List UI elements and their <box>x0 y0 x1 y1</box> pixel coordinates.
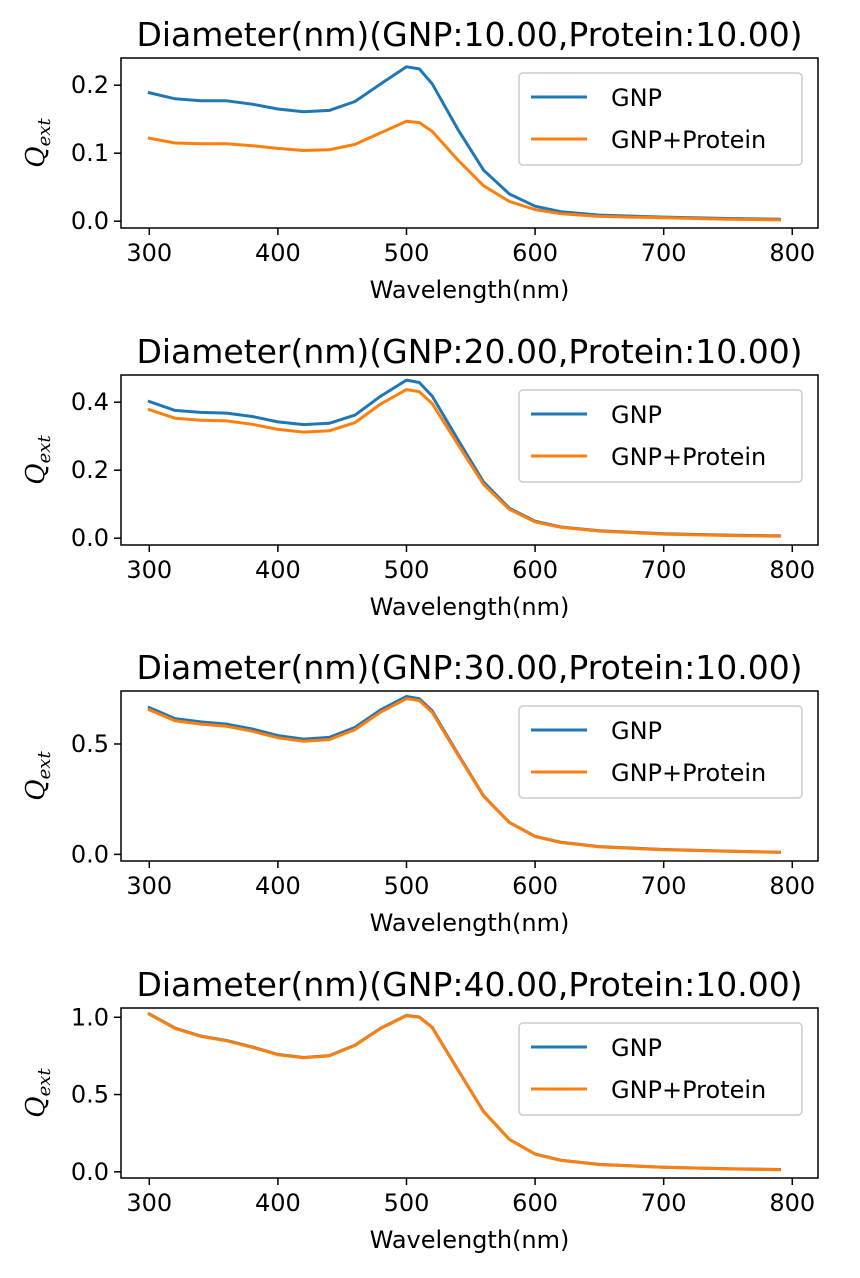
series-line-gnp <box>147 65 781 221</box>
x-tick-label: 300 <box>126 239 172 267</box>
y-axis-label-subscript: ext <box>34 1068 55 1097</box>
y-tick-label: 0.1 <box>71 139 109 167</box>
series-group <box>147 1011 781 1172</box>
y-axis-label-base: Q <box>21 1096 51 1117</box>
subplot-3: Diameter(nm)(GNP:30.00,Protein:10.00) 300… <box>21 648 819 937</box>
legend-label: GNP <box>611 401 662 429</box>
series-line-gnp-protein <box>147 119 781 222</box>
chart-title: Diameter(nm)(GNP:30.00,Protein:10.00) <box>136 648 802 687</box>
legend-box <box>518 72 803 166</box>
subplot-2: Diameter(nm)(GNP:20.00,Protein:10.00) 300… <box>21 332 819 621</box>
y-tick-label: 0.5 <box>71 1081 109 1109</box>
x-tick-label: 300 <box>126 1189 172 1217</box>
x-tick-label: 600 <box>512 872 558 900</box>
x-tick-label: 700 <box>641 1189 687 1217</box>
legend-box <box>518 1022 803 1116</box>
axes-frame <box>120 1007 819 1179</box>
legend: GNP GNP+Protein <box>518 72 803 166</box>
y-tick-label: 0.4 <box>71 388 109 416</box>
subplot-4: Diameter(nm)(GNP:40.00,Protein:10.00) 300… <box>21 965 819 1254</box>
legend: GNP GNP+Protein <box>518 389 803 483</box>
legend-label: GNP <box>611 84 662 112</box>
legend-label: GNP+Protein <box>611 126 766 154</box>
legend-box <box>518 389 803 483</box>
x-tick-label: 500 <box>384 1189 430 1217</box>
x-axis-label: Wavelength(nm) <box>370 593 570 621</box>
series-line-gnp-protein <box>147 388 781 538</box>
y-axis-label-base: Q <box>21 779 51 800</box>
x-tick-label: 500 <box>384 556 430 584</box>
y-tick-label: 0.2 <box>71 71 109 99</box>
y-tick-label: 0.5 <box>71 730 109 758</box>
y-tick-label: 0.2 <box>71 456 109 484</box>
legend: GNP GNP+Protein <box>518 1022 803 1116</box>
x-tick-label: 400 <box>255 872 301 900</box>
x-axis-label: Wavelength(nm) <box>370 1226 570 1254</box>
y-axis-label-subscript: ext <box>34 118 55 147</box>
x-tick-label: 800 <box>769 556 815 584</box>
y-axis-label: Qext <box>21 435 55 485</box>
x-tick-label: 700 <box>641 556 687 584</box>
series-line-gnp-protein <box>147 1012 781 1172</box>
x-tick-label: 700 <box>641 872 687 900</box>
x-tick-label: 400 <box>255 1189 301 1217</box>
chart-title: Diameter(nm)(GNP:40.00,Protein:10.00) <box>136 965 802 1004</box>
axes-frame <box>120 374 819 546</box>
y-tick-label: 0.0 <box>71 1158 109 1186</box>
x-tick-label: 800 <box>769 872 815 900</box>
y-axis-label-subscript: ext <box>34 435 55 464</box>
y-axis-label-base: Q <box>21 463 51 484</box>
y-axis-label-base: Q <box>21 146 51 167</box>
x-tick-label: 500 <box>384 239 430 267</box>
y-axis-label: Qext <box>21 1068 55 1118</box>
x-tick-label: 400 <box>255 239 301 267</box>
legend-label: GNP <box>611 717 662 745</box>
legend-label: GNP+Protein <box>611 759 766 787</box>
series-group <box>147 378 781 538</box>
legend-label: GNP+Protein <box>611 1076 766 1104</box>
legend-box <box>518 705 803 799</box>
y-axis-label: Qext <box>21 118 55 168</box>
x-tick-label: 300 <box>126 872 172 900</box>
y-tick-label: 1.0 <box>71 1003 109 1031</box>
chart-title: Diameter(nm)(GNP:20.00,Protein:10.00) <box>136 332 802 371</box>
y-axis-label-subscript: ext <box>34 751 55 780</box>
y-tick-label: 0.0 <box>71 207 109 235</box>
chart-title: Diameter(nm)(GNP:10.00,Protein:10.00) <box>136 15 802 54</box>
x-axis-label: Wavelength(nm) <box>370 276 570 304</box>
series-group <box>147 65 781 222</box>
legend: GNP GNP+Protein <box>518 705 803 799</box>
y-axis-label: Qext <box>21 751 55 801</box>
legend-label: GNP+Protein <box>611 443 766 471</box>
y-tick-label: 0.0 <box>71 524 109 552</box>
axes-frame <box>120 690 819 862</box>
x-tick-label: 700 <box>641 239 687 267</box>
legend-label: GNP <box>611 1034 662 1062</box>
x-tick-label: 600 <box>512 556 558 584</box>
x-tick-label: 400 <box>255 556 301 584</box>
series-group <box>147 695 781 854</box>
series-line-gnp-protein <box>147 697 781 854</box>
x-tick-label: 500 <box>384 872 430 900</box>
x-tick-label: 800 <box>769 1189 815 1217</box>
x-tick-label: 600 <box>512 1189 558 1217</box>
x-tick-label: 300 <box>126 556 172 584</box>
x-axis-label: Wavelength(nm) <box>370 909 570 937</box>
x-tick-label: 800 <box>769 239 815 267</box>
y-tick-label: 0.0 <box>71 840 109 868</box>
x-tick-label: 600 <box>512 239 558 267</box>
subplot-1: Diameter(nm)(GNP:10.00,Protein:10.00) 300… <box>21 15 819 304</box>
axes-frame <box>120 57 819 229</box>
